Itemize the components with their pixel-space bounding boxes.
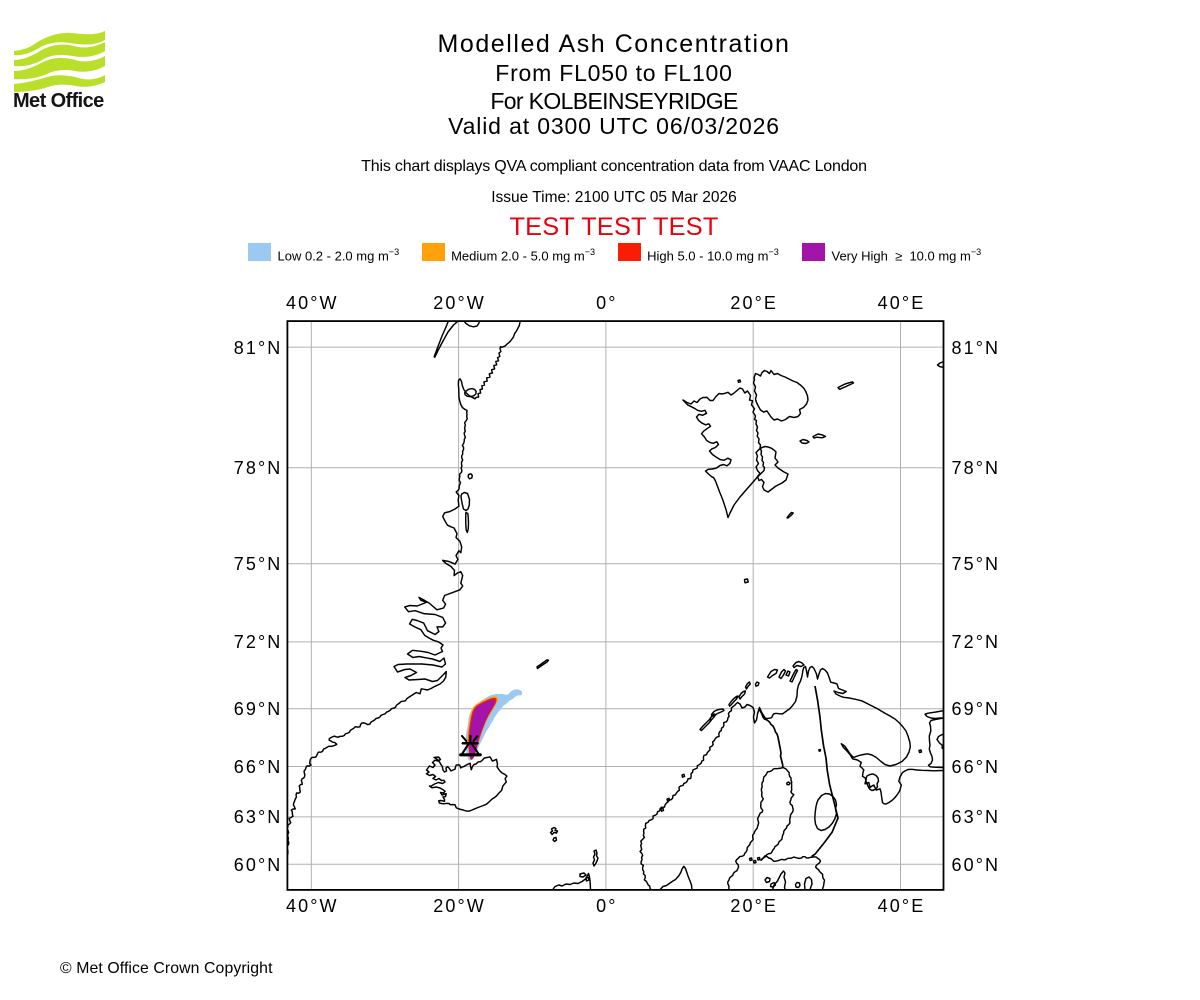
svg-text:Met Office: Met Office: [13, 90, 104, 112]
